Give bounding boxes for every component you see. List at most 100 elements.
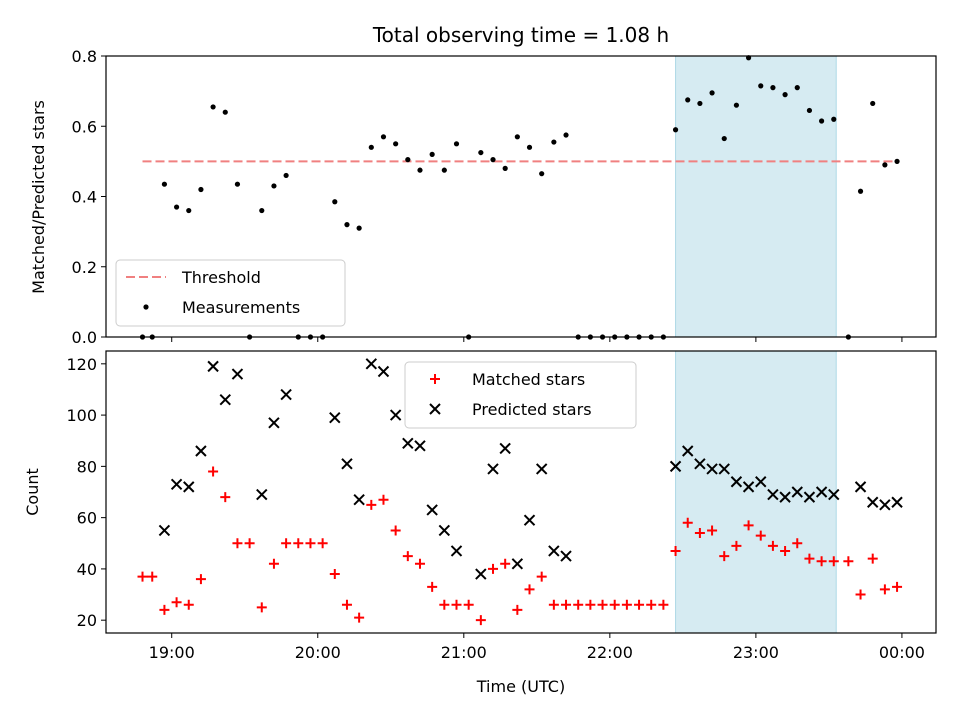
measurement-point: [758, 83, 764, 89]
matched-star-point: [159, 604, 170, 615]
chart-title: Total observing time = 1.08 h: [372, 23, 669, 47]
predicted-star-point: [438, 524, 451, 537]
matched-star-point: [755, 530, 766, 541]
predicted-star-point: [268, 417, 280, 429]
matched-star-point: [147, 571, 158, 582]
matched-star-point: [317, 538, 328, 549]
predicted-star-point: [219, 394, 231, 406]
matched-star-point: [670, 545, 681, 556]
y-tick-label: 60: [77, 509, 97, 528]
measurement-point: [794, 85, 800, 91]
predicted-star-point: [499, 442, 511, 455]
matched-star-point: [137, 571, 148, 582]
x-tick-label: 21:00: [441, 643, 487, 662]
measurement-point: [429, 151, 435, 157]
y-tick-label: 120: [66, 355, 97, 374]
measurement-point: [417, 167, 423, 173]
matched-star-point: [475, 615, 486, 626]
legend-measurement-label: Measurements: [182, 298, 300, 317]
matched-star-point: [658, 599, 669, 610]
predicted-star-point: [365, 358, 378, 370]
matched-star-point: [341, 599, 352, 610]
measurement-point: [368, 144, 374, 150]
matched-star-point: [329, 569, 340, 580]
predicted-star-point: [742, 481, 755, 493]
measurement-point: [222, 109, 228, 115]
predicted-star-point: [256, 488, 268, 501]
measurement-point: [161, 181, 168, 187]
predicted-star-point: [730, 476, 743, 488]
matched-star-point: [451, 599, 462, 610]
matched-star-point: [512, 604, 523, 615]
y-tick-label: 0.0: [72, 328, 97, 347]
predicted-star-point: [329, 411, 341, 424]
legend-box: [115, 259, 346, 327]
matched-star-point: [892, 581, 903, 592]
predicted-star-point: [207, 360, 219, 373]
matched-star-point: [646, 599, 657, 610]
matched-star-point: [879, 584, 890, 595]
matched-star-point: [463, 599, 474, 610]
measurement-point: [356, 225, 362, 231]
measurement-point: [283, 172, 289, 179]
predicted-star-point: [377, 365, 390, 378]
matched-star-point: [488, 563, 499, 574]
measurement-point: [563, 132, 569, 138]
highlight-span: [675, 350, 837, 634]
matched-star-point: [597, 599, 608, 610]
predicted-star-point: [353, 493, 365, 506]
legend-matched-swatch: [430, 374, 440, 384]
predicted-star-point: [755, 476, 767, 488]
predicted-star-point: [170, 478, 183, 491]
legend: Matched stars Predicted stars: [404, 361, 637, 429]
x-tick-label: 22:00: [587, 643, 633, 662]
measurement-point: [514, 134, 520, 140]
measurement-point: [721, 135, 727, 142]
matched-star-point: [719, 551, 730, 562]
predicted-star-point: [828, 488, 840, 501]
measurement-point: [344, 222, 350, 228]
measurement-point: [870, 100, 876, 107]
measurement-point: [405, 157, 411, 163]
matched-star-point: [232, 538, 243, 549]
matched-star-point: [402, 551, 413, 562]
y-tick-label: 100: [66, 406, 97, 425]
matched-star-point: [366, 499, 377, 510]
y-tick-label: 0.6: [72, 117, 97, 136]
matched-star-point: [439, 599, 450, 610]
predicted-star-point: [414, 440, 426, 452]
measurement-point: [393, 141, 399, 147]
matched-star-point: [378, 494, 389, 505]
matched-star-point: [609, 599, 620, 610]
measurement-point: [770, 85, 776, 91]
measurement-point: [857, 188, 864, 194]
predicted-star-point: [158, 524, 171, 537]
measurement-point: [198, 186, 204, 193]
measurement-point: [210, 104, 216, 110]
predicted-star-point: [548, 545, 560, 557]
measurement-point: [173, 204, 180, 210]
matched-star-point: [682, 517, 693, 528]
predicted-star-point: [815, 486, 828, 498]
matched-star-point: [561, 599, 572, 610]
predicted-star-point: [195, 445, 207, 457]
measurement-point: [502, 165, 508, 171]
measurement-point: [709, 90, 715, 96]
matched-star-point: [305, 538, 316, 549]
predicted-star-point: [791, 486, 803, 498]
measurement-point: [490, 157, 496, 163]
x-tick-label: 00:00: [879, 643, 925, 662]
x-tick-label: 19:00: [149, 643, 195, 662]
measurement-point: [259, 207, 265, 214]
matched-star-point: [256, 602, 267, 613]
predicted-star-point: [803, 491, 816, 503]
predicted-star-point: [535, 463, 548, 475]
bottom-y-axis-label: Count: [23, 468, 42, 516]
predicted-star-point: [779, 491, 791, 503]
measurement-point: [831, 116, 837, 122]
predicted-star-point: [682, 445, 694, 457]
predicted-star-point: [891, 496, 903, 508]
x-tick-label: 23:00: [733, 643, 779, 662]
predicted-star-point: [694, 458, 706, 470]
predicted-star-point: [450, 545, 463, 557]
